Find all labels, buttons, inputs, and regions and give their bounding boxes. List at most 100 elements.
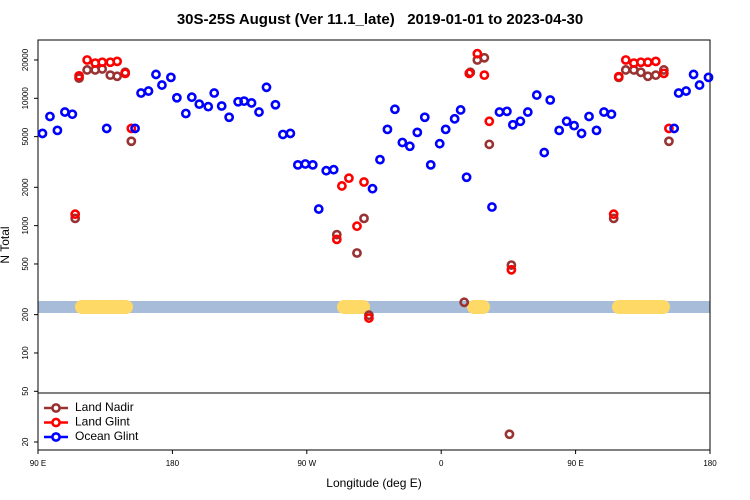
data-point bbox=[440, 124, 451, 135]
data-point bbox=[620, 55, 631, 65]
x-axis-label: Longitude (deg E) bbox=[326, 476, 421, 490]
data-point bbox=[203, 101, 214, 112]
data-point bbox=[186, 92, 197, 103]
data-point bbox=[70, 213, 81, 224]
data-point bbox=[97, 57, 108, 68]
data-point bbox=[390, 104, 400, 115]
x-tick-label: 0 bbox=[439, 459, 444, 468]
y-tick-label: 50 bbox=[21, 386, 30, 395]
data-point bbox=[404, 141, 415, 152]
data-point bbox=[515, 116, 526, 127]
data-point bbox=[112, 71, 123, 82]
data-point bbox=[375, 154, 385, 165]
x-tick-label: 90 E bbox=[567, 459, 583, 468]
data-point bbox=[126, 123, 137, 134]
band-ocean bbox=[38, 301, 710, 313]
chart-title: 30S-25S August (Ver 11.1_late) 2019-01-0… bbox=[177, 11, 583, 28]
data-point bbox=[278, 129, 288, 140]
data-point bbox=[70, 209, 81, 220]
data-point bbox=[336, 181, 347, 191]
data-point bbox=[180, 108, 191, 119]
data-point bbox=[82, 65, 93, 75]
data-point bbox=[136, 88, 146, 98]
data-point bbox=[487, 202, 497, 212]
data-point bbox=[101, 123, 112, 134]
data-point bbox=[464, 68, 475, 79]
data-point bbox=[461, 172, 472, 183]
data-point bbox=[382, 124, 393, 135]
data-point bbox=[658, 65, 669, 75]
data-point bbox=[313, 204, 324, 214]
data-point bbox=[688, 69, 699, 80]
data-point bbox=[344, 173, 354, 184]
data-point bbox=[74, 70, 84, 81]
data-point bbox=[224, 112, 235, 123]
data-point bbox=[506, 260, 517, 270]
data-point bbox=[82, 55, 93, 65]
data-point bbox=[455, 105, 466, 115]
data-point bbox=[504, 429, 515, 440]
data-point bbox=[328, 164, 339, 175]
data-point bbox=[166, 72, 176, 83]
data-point bbox=[608, 209, 619, 220]
y-tick-label: 2000 bbox=[21, 178, 30, 196]
data-point bbox=[484, 139, 495, 150]
data-point bbox=[494, 107, 505, 117]
data-point bbox=[126, 136, 137, 147]
data-point bbox=[209, 88, 220, 98]
data-point bbox=[37, 128, 48, 139]
data-point bbox=[531, 90, 542, 100]
data-point bbox=[157, 80, 167, 90]
x-tick-label: 180 bbox=[703, 459, 717, 468]
glint-band bbox=[38, 300, 710, 314]
data-point bbox=[331, 229, 342, 240]
data-point bbox=[143, 86, 154, 96]
data-point bbox=[664, 123, 674, 134]
data-point bbox=[669, 123, 680, 134]
data-point bbox=[635, 67, 646, 78]
y-tick-label: 20000 bbox=[21, 48, 30, 71]
data-point bbox=[650, 56, 661, 67]
data-point bbox=[472, 48, 483, 59]
data-point bbox=[261, 82, 272, 93]
data-point bbox=[539, 147, 550, 158]
data-point bbox=[52, 125, 63, 136]
data-point bbox=[620, 65, 631, 75]
data-point bbox=[151, 69, 161, 80]
data-point bbox=[352, 248, 362, 258]
data-point bbox=[502, 106, 512, 117]
legend-label: Land Nadir bbox=[75, 400, 134, 414]
data-point bbox=[479, 52, 490, 63]
data-point bbox=[484, 116, 495, 127]
data-point bbox=[681, 86, 692, 96]
data-point bbox=[459, 297, 470, 308]
band-land bbox=[75, 300, 133, 314]
legend-marker bbox=[51, 417, 61, 428]
data-point bbox=[112, 56, 123, 67]
data-point bbox=[591, 125, 602, 136]
data-point bbox=[364, 313, 374, 323]
data-point bbox=[397, 137, 408, 148]
data-point bbox=[307, 159, 318, 170]
data-point bbox=[59, 107, 70, 117]
data-point bbox=[584, 111, 594, 122]
data-point bbox=[650, 70, 661, 81]
data-point bbox=[576, 128, 587, 139]
data-point bbox=[694, 80, 705, 90]
data-point bbox=[658, 68, 669, 79]
data-point bbox=[703, 72, 714, 83]
data-point bbox=[352, 221, 362, 232]
data-point bbox=[239, 96, 249, 107]
data-point bbox=[419, 112, 430, 123]
data-point bbox=[321, 165, 332, 176]
data-point bbox=[359, 177, 369, 187]
data-point bbox=[171, 92, 182, 103]
band-land bbox=[612, 300, 670, 314]
y-tick-label: 10000 bbox=[21, 87, 30, 110]
legend-label: Ocean Glint bbox=[75, 429, 139, 443]
y-tick-label: 20 bbox=[21, 437, 30, 446]
data-point bbox=[285, 128, 296, 139]
data-point bbox=[300, 159, 311, 169]
data-point bbox=[664, 136, 674, 147]
